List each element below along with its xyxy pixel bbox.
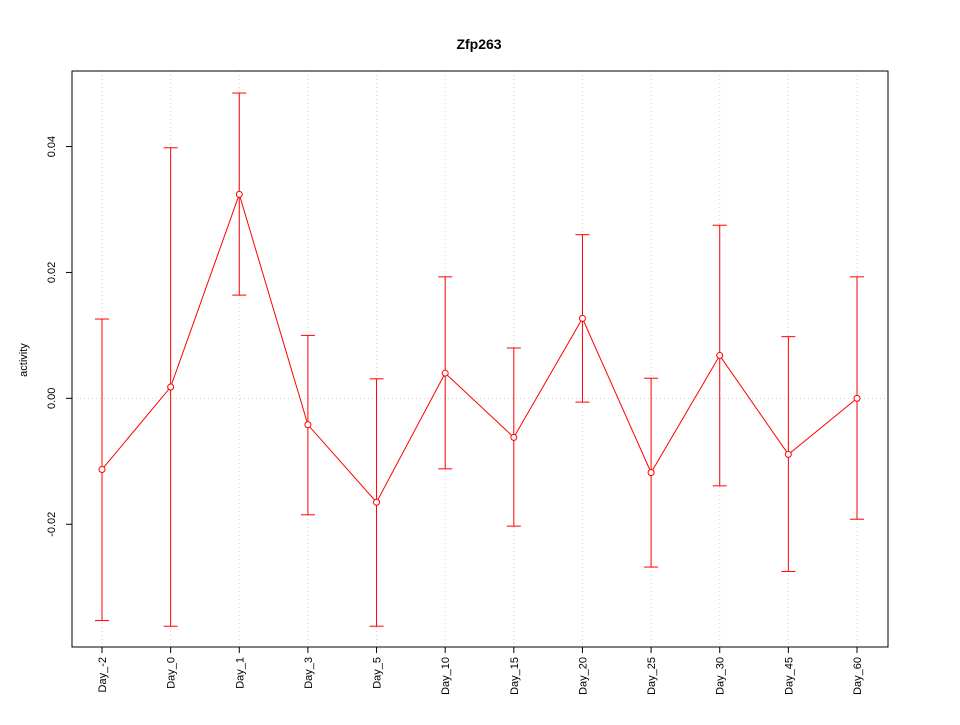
y-tick-label: 0.04	[46, 136, 58, 157]
series-layer	[95, 92, 864, 627]
y-tick-label: 0.00	[46, 388, 58, 409]
x-tick-label: Day_10	[440, 657, 452, 695]
x-tick-label: Day_45	[783, 657, 795, 695]
data-point	[167, 383, 175, 391]
x-tick-label: Day_1	[234, 657, 246, 689]
data-point	[578, 314, 586, 322]
x-tick-label: Day_15	[509, 657, 521, 695]
grid-layer	[72, 71, 888, 647]
series-line	[101, 192, 858, 504]
data-point	[98, 465, 106, 473]
y-axis-title: activity	[18, 343, 30, 377]
x-tick-label: Day_0	[166, 657, 178, 689]
x-tick-label: Day_5	[372, 657, 384, 689]
chart-title: Zfp263	[456, 36, 501, 52]
data-point	[235, 190, 243, 198]
x-tick-label: Day_3	[303, 657, 315, 689]
x-tick-label: Day_20	[577, 657, 589, 695]
data-point	[373, 498, 381, 506]
data-point	[304, 421, 312, 429]
plot-frame	[71, 70, 889, 648]
x-tick-label: Day_25	[646, 657, 658, 695]
y-tick-label: -0.02	[46, 512, 58, 537]
y-tick-label: 0.02	[46, 262, 58, 283]
data-point	[441, 369, 449, 377]
data-point	[510, 433, 518, 441]
x-tick-label: Day_-2	[97, 657, 109, 692]
data-point	[716, 352, 724, 360]
data-point	[784, 450, 792, 458]
data-point	[853, 394, 861, 402]
data-point	[647, 469, 655, 477]
x-tick-label: Day_30	[715, 657, 727, 695]
x-tick-label: Day_60	[852, 657, 864, 695]
axes-layer: Day_-2 Day_0 Day_1 Day_3 Day_5 Day_10 Day_15 Da…	[46, 70, 889, 695]
